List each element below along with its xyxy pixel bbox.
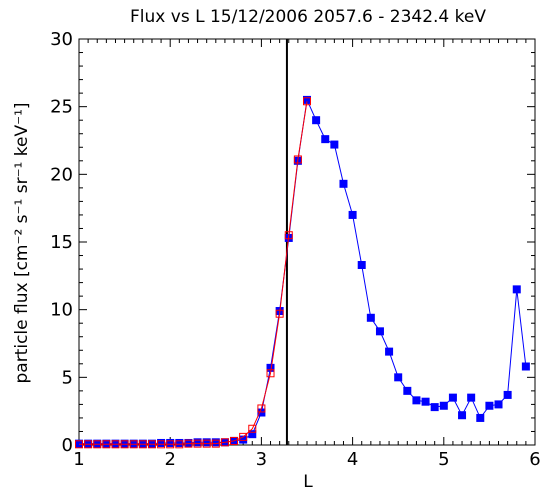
series-1-point [257,404,266,413]
series-0-point [330,140,339,149]
series-0-point [102,439,111,448]
series-0-point [211,438,220,447]
series-1-point [111,440,120,449]
y-tick-label: 0 [62,435,73,456]
series-1-point [293,155,302,164]
series-0-point [339,179,348,188]
series-0-point [394,373,403,382]
series-0-point [439,401,448,410]
series-1-point [303,97,311,106]
series-0-point [120,439,129,448]
series-1-point [147,440,156,449]
series-0-point [75,439,83,448]
series-0-point [458,411,467,420]
series-1-point [202,439,211,448]
series-1-point [102,440,111,449]
series-1-point [166,440,175,449]
series-0-point [467,393,476,402]
series-0-point [138,439,147,448]
series-0-point [421,397,430,406]
series-0-point [129,439,138,448]
series-0-point [375,327,384,336]
series-1-point [120,440,129,449]
series-1-point [220,438,229,447]
series-0-point [193,438,202,447]
series-0-point [184,438,193,447]
series-1-point [193,439,202,448]
series-1-point [230,436,239,445]
series-0-point [248,430,257,439]
series-0-point [494,400,503,409]
series-0-line [79,98,527,445]
series-0-point [266,363,275,372]
series-1-point [93,440,102,449]
x-tick-label: 3 [256,449,267,470]
series-1-point [84,440,93,449]
series-0-point [503,390,512,399]
series-1-point [239,432,248,441]
series-0-point [157,438,166,447]
series-1-point [175,440,184,449]
series-1-point [211,439,220,448]
plot-area: 1 2 3 4 5 6 0 5 10 15 20 25 30 [50,29,541,470]
x-tick-label: 2 [164,449,175,470]
series-1-point [75,440,83,449]
series-0-point [147,439,156,448]
series-0-point [166,438,175,447]
series-1-point [129,440,138,449]
series-0-point [512,285,521,294]
series-0-point [485,401,494,410]
series-1-line [79,101,308,445]
series-0-point [93,439,102,448]
series-1-point [248,424,257,433]
series-0-point [430,403,439,412]
y-tick-label: 25 [50,97,73,118]
series-0-point [448,393,457,402]
series-1-point [284,231,293,240]
chart-title: Flux vs L 15/12/2006 2057.6 - 2342.4 keV [130,7,486,27]
x-tick-label: 1 [73,449,84,470]
series-0-point [175,438,184,447]
series-0-point [357,261,366,270]
series-0-point [111,439,120,448]
series-0-point [303,95,311,104]
series-0-point [257,408,266,417]
series-0-point [84,439,93,448]
series-0-point [239,435,248,444]
series-0-point [202,438,211,447]
y-tick-label: 10 [50,300,73,321]
y-tick-label: 5 [62,367,73,388]
x-tick-label: 4 [347,449,358,470]
y-axis-label: particle flux [cm⁻² s⁻¹ sr⁻¹ keV⁻¹] [12,102,32,383]
x-tick-label: 6 [529,449,540,470]
series-1-point [266,369,275,378]
series-0-point [366,313,375,322]
series-1-point [184,439,193,448]
series-0-point [403,386,412,395]
series-1-point [157,440,166,449]
series-0-point [412,396,421,405]
x-tick-label: 5 [438,449,449,470]
x-axis-label: L [303,472,313,492]
series-0-point [348,210,357,219]
series-0-point [312,116,321,125]
y-tick-label: 20 [50,164,73,185]
series-0-point [521,362,530,371]
y-tick-label: 15 [50,232,73,253]
series-0-point [385,347,394,356]
series-1-point [138,440,147,449]
series-0-point [321,135,330,144]
y-tick-label: 30 [50,29,73,50]
series-1-point [275,309,284,318]
series-0-point [476,413,485,422]
